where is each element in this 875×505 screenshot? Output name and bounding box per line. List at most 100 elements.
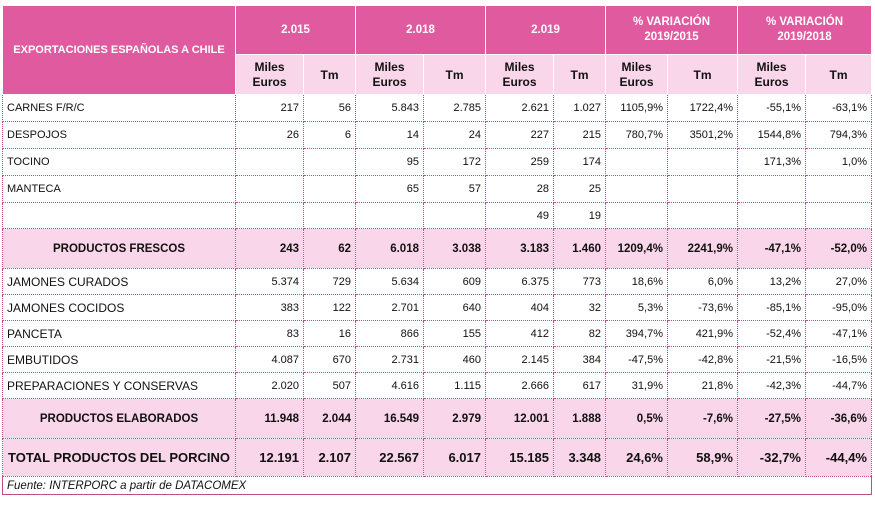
- cell-value: 640: [423, 294, 486, 321]
- cell-value: 6.018: [355, 228, 424, 269]
- cell-value: 1.888: [553, 398, 606, 439]
- cell-value: 2.666: [485, 372, 554, 399]
- cell-value: 26: [235, 121, 304, 149]
- variation-header-2019-2015: % VARIACIÓN 2019/2015: [632, 16, 711, 43]
- cell-value: 62: [303, 228, 356, 269]
- cell-value: 5.374: [235, 268, 304, 295]
- unit-header: Miles Euros: [737, 54, 806, 95]
- row-label: TOCINO: [2, 148, 236, 176]
- cell-value: 174: [553, 148, 606, 176]
- cell-value: -7,6%: [667, 398, 738, 439]
- cell-value: 56: [303, 94, 356, 122]
- cell-value: -47,5%: [605, 346, 668, 373]
- table-row: TOCINO 95 172 259 174 171,3% 1,0%: [2, 148, 872, 176]
- cell-value: [605, 148, 668, 176]
- cell-value: 83: [235, 320, 304, 347]
- cell-value: -52,0%: [805, 228, 872, 269]
- cell-value: 5.843: [355, 94, 424, 122]
- cell-value: 384: [553, 346, 606, 373]
- cell-value: 57: [423, 175, 486, 203]
- table-row: MANTECA 65 57 28 25: [2, 175, 872, 203]
- cell-value: -47,1%: [737, 228, 806, 269]
- cell-value: 2.044: [303, 398, 356, 439]
- cell-value: 32: [553, 294, 606, 321]
- cell-value: [303, 175, 356, 203]
- table-row: JAMONES COCIDOS 383 122 2.701 640 404 32 5,3% -7…: [2, 294, 872, 321]
- row-label: CARNES F/R/C: [2, 94, 236, 122]
- cell-value: 460: [423, 346, 486, 373]
- cell-value: 6.017: [423, 438, 486, 477]
- cell-value: -42,8%: [667, 346, 738, 373]
- cell-value: 19: [553, 202, 606, 229]
- cell-value: [423, 202, 486, 229]
- cell-value: -27,5%: [737, 398, 806, 439]
- cell-value: 11.948: [235, 398, 304, 439]
- cell-value: 3.183: [485, 228, 554, 269]
- cell-value: 507: [303, 372, 356, 399]
- cell-value: -32,7%: [737, 438, 806, 477]
- cell-value: 122: [303, 294, 356, 321]
- subtotal-row: PRODUCTOS ELABORADOS 11.948 2.044 16.549 2.9…: [2, 398, 872, 439]
- table-row: CARNES F/R/C 217 56 5.843 2.785 2.621 1.027 110…: [2, 94, 872, 122]
- unit-header: Tm: [667, 54, 738, 95]
- cell-value: 6,0%: [667, 268, 738, 295]
- cell-value: [667, 175, 738, 203]
- cell-value: 12.001: [485, 398, 554, 439]
- cell-value: 28: [485, 175, 554, 203]
- header-row-units: Miles Euros Tm Miles Euros Tm Miles Euro…: [3, 54, 872, 95]
- period-header: 2.018: [355, 5, 486, 55]
- cell-value: -44,7%: [805, 372, 872, 399]
- cell-value: 243: [235, 228, 304, 269]
- cell-value: -52,4%: [737, 320, 806, 347]
- cell-value: [737, 202, 806, 229]
- cell-value: -42,3%: [737, 372, 806, 399]
- cell-value: 794,3%: [805, 121, 872, 149]
- cell-value: [667, 148, 738, 176]
- subtotal-row: PRODUCTOS FRESCOS 243 62 6.018 3.038 3.183 1.4…: [2, 228, 872, 269]
- table-title: EXPORTACIONES ESPAÑOLAS A CHILE: [2, 5, 236, 95]
- cell-value: -36,6%: [805, 398, 872, 439]
- row-label: PREPARACIONES Y CONSERVAS: [2, 372, 236, 399]
- cell-value: 3.348: [553, 438, 606, 477]
- cell-value: 65: [355, 175, 424, 203]
- unit-header: Miles Euros: [355, 54, 424, 95]
- cell-value: -85,1%: [737, 294, 806, 321]
- row-label: TOTAL PRODUCTOS DEL PORCINO: [2, 438, 236, 477]
- unit-header: Miles Euros: [485, 54, 554, 95]
- variation-header-2019-2018: % VARIACIÓN 2019/2018: [765, 16, 844, 43]
- cell-value: 227: [485, 121, 554, 149]
- header-row-periods: EXPORTACIONES ESPAÑOLAS A CHILE 2.015 2.…: [2, 5, 872, 95]
- cell-value: 773: [553, 268, 606, 295]
- cell-value: 1,0%: [805, 148, 872, 176]
- cell-value: 2.145: [485, 346, 554, 373]
- cell-value: 25: [553, 175, 606, 203]
- cell-value: 4.087: [235, 346, 304, 373]
- source-note: Fuente: INTERPORC a partir de DATACOMEX: [2, 476, 872, 495]
- cell-value: 16.549: [355, 398, 424, 439]
- cell-value: 2.701: [355, 294, 424, 321]
- cell-value: 6.375: [485, 268, 554, 295]
- cell-value: 24,6%: [605, 438, 668, 477]
- unit-header: Tm: [805, 54, 872, 95]
- cell-value: 3.038: [423, 228, 486, 269]
- cell-value: 5,3%: [605, 294, 668, 321]
- table-row: JAMONES CURADOS 5.374 729 5.634 609 6.375 773 1…: [2, 268, 872, 295]
- cell-value: [355, 202, 424, 229]
- cell-value: 1.460: [553, 228, 606, 269]
- period-header: % VARIACIÓN 2019/2018: [737, 5, 872, 55]
- cell-value: 171,3%: [737, 148, 806, 176]
- cell-value: 27,0%: [805, 268, 872, 295]
- cell-value: 1.115: [423, 372, 486, 399]
- table-row: PANCETA 83 16 866 155 412 82 394,7% 421,9% -52,4%…: [2, 320, 872, 347]
- cell-value: 412: [485, 320, 554, 347]
- cell-value: 2241,9%: [667, 228, 738, 269]
- cell-value: -55,1%: [737, 94, 806, 122]
- cell-value: 21,8%: [667, 372, 738, 399]
- cell-value: 0,5%: [605, 398, 668, 439]
- period-header: 2.019: [485, 5, 606, 55]
- cell-value: 95: [355, 148, 424, 176]
- cell-value: 15.185: [485, 438, 554, 477]
- cell-value: 1105,9%: [605, 94, 668, 122]
- cell-value: [235, 175, 304, 203]
